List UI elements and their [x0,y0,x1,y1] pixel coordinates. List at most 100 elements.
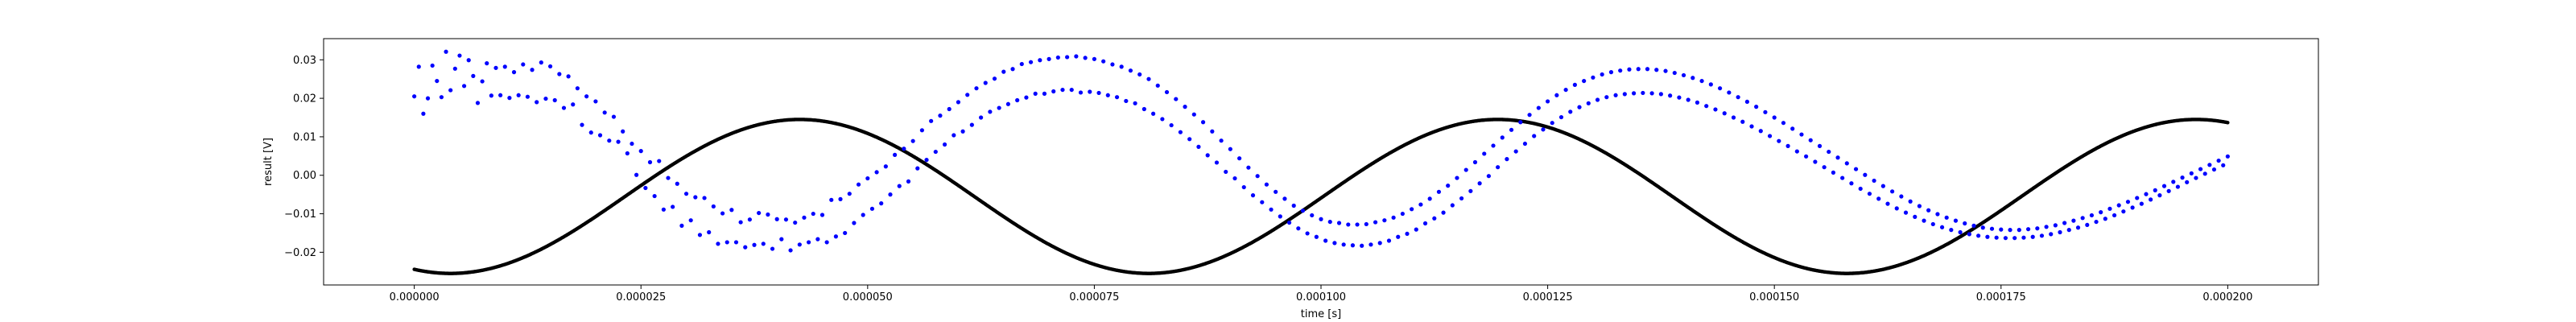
data-point [652,193,657,199]
data-point [1472,159,1478,165]
data-point [1994,235,1999,240]
y-axis: −0.02 −0.01 0.00 0.01 0.02 0.03 [284,55,324,259]
data-point [1781,121,1786,126]
data-point [539,60,543,65]
data-point [1772,115,1777,120]
data-point [2171,180,2176,184]
data-point [847,192,852,196]
data-point [2207,163,2212,167]
data-point [1550,121,1554,126]
x-tick-label: 0.000100 [1296,291,1346,303]
data-point [815,237,820,242]
data-point [1088,89,1092,94]
data-point [1015,97,1020,103]
data-point [1246,165,1251,170]
data-point [1980,225,1985,230]
data-point [1105,93,1110,97]
data-point [1572,82,1577,87]
data-point [1055,55,1060,60]
data-point [2180,175,2185,180]
data-point [1046,56,1051,61]
data-point [1663,68,1668,73]
data-point [435,78,440,84]
data-point [1382,218,1387,223]
data-point [1001,69,1006,74]
data-point [929,118,934,123]
data-point [1169,122,1174,128]
data-point [1396,234,1401,239]
data-point [1985,234,1990,239]
data-point [711,204,716,209]
data-point [2216,158,2221,163]
data-point [493,65,498,70]
data-point [1250,193,1256,198]
data-point [1355,222,1360,227]
data-point [1341,242,1346,247]
data-point [421,111,426,116]
x-tick-label: 0.000075 [1069,291,1119,303]
data-point [1019,61,1024,67]
data-point [480,79,485,84]
data-point [819,213,825,217]
data-point [707,229,712,235]
data-point [547,64,553,69]
data-point [779,237,784,242]
data-point [471,73,476,78]
data-point [1286,220,1292,225]
data-point [1971,223,1976,228]
data-point [1926,208,1931,213]
data-point [1736,95,1740,100]
data-point [1463,167,1468,172]
data-point [988,109,993,114]
y-tick-label: 0.03 [293,55,316,67]
data-point [1264,182,1269,187]
data-point [1568,109,1573,114]
data-point [1622,92,1627,97]
data-point [952,133,956,138]
data-point [566,74,571,79]
data-point [1880,184,1885,188]
data-point [1300,208,1306,213]
data-point [1645,67,1650,72]
data-point [838,196,843,201]
data-point [1196,144,1201,149]
data-point [530,68,535,72]
data-point [915,166,920,171]
data-point [1155,83,1160,88]
data-point [1668,93,1673,98]
data-point [865,175,870,181]
data-point [1731,115,1736,120]
data-point [2058,229,2062,235]
data-point [452,66,457,71]
data-point [2075,225,2081,230]
data-point [829,197,834,202]
data-point [502,64,507,69]
data-point [1146,76,1151,81]
data-point [439,95,444,100]
data-point [1636,67,1641,72]
data-point [475,101,481,105]
data-point [738,220,743,225]
data-point [2225,154,2230,159]
data-point [824,240,829,245]
data-point [1840,175,1845,180]
data-point [2135,196,2140,200]
data-point [2194,175,2198,180]
data-point [1260,200,1265,204]
data-point [1124,98,1129,104]
data-point [616,139,621,144]
data-point [1183,105,1187,109]
data-point [1953,218,1959,223]
data-point [1949,228,1954,233]
plot-background [324,39,2318,285]
data-point [811,211,815,217]
y-tick-label: −0.01 [284,208,316,221]
data-point [489,93,493,98]
data-point [2030,234,2035,239]
data-point [1414,227,1418,232]
data-point [1908,199,1913,204]
data-point [1804,154,1809,159]
data-point [869,206,875,211]
data-point [1350,243,1356,248]
